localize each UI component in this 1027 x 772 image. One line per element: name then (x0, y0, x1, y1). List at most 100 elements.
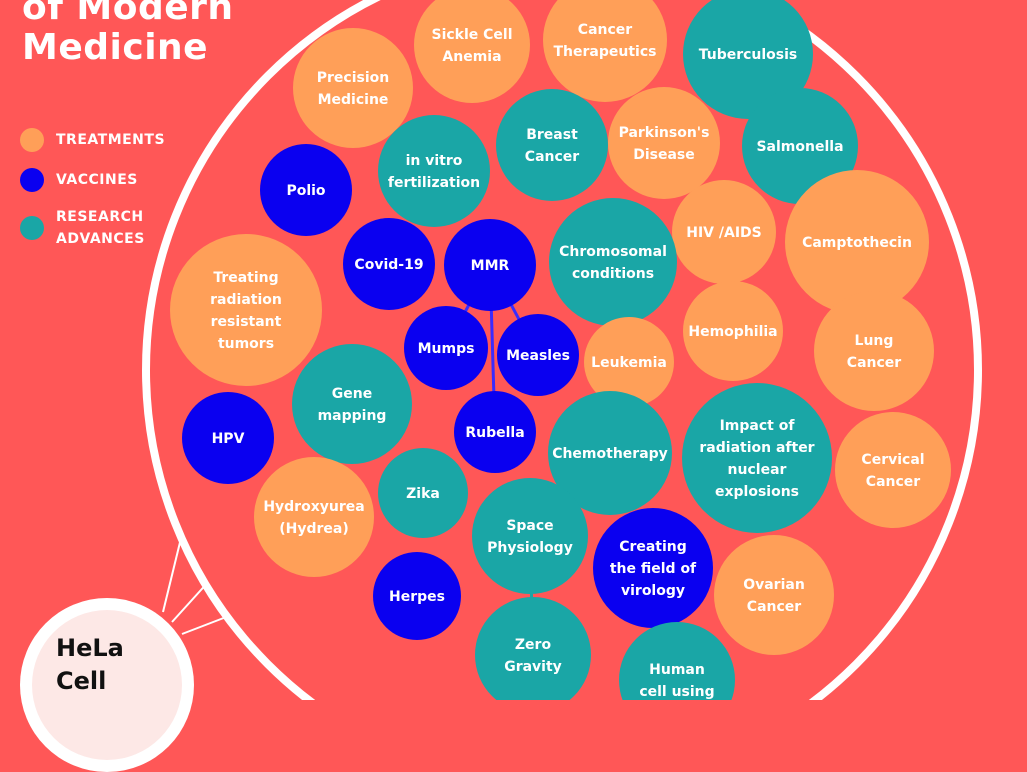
bubble-label-precision-medicine: Precision Medicine (317, 70, 389, 108)
bubble-circle-breast-cancer (496, 89, 608, 201)
bubble-circle-hemophilia (683, 281, 783, 381)
bubble-group: Sickle Cell Anemia Cancer Therapeutics Tuber… (170, 0, 951, 700)
bubble-camptothecin: Camptothecin (785, 170, 929, 314)
bubble-label-rubella: Rubella (465, 425, 524, 441)
bubble-circle-rubella (454, 391, 536, 473)
bubble-label-in-vitro-fertilization: in vitro fertilization (388, 153, 480, 191)
bubble-circle-mumps (404, 306, 488, 390)
bubble-measles: Measles (497, 314, 579, 396)
bubble-label-camptothecin: Camptothecin (802, 235, 912, 251)
bubble-circle-herpes (373, 552, 461, 640)
bubble-label-human-cell-using: Human cell using (639, 662, 714, 700)
bubble-zero-gravity: Zero Gravity (475, 597, 591, 700)
research-dot-icon (20, 216, 44, 240)
bubble-label-herpes: Herpes (389, 589, 445, 605)
bubble-zika: Zika (378, 448, 468, 538)
bubble-label-lung-cancer: Lung Cancer (847, 333, 901, 371)
bubble-circle-parkinson-s-disease (608, 87, 720, 199)
bubble-circle-mmr (444, 219, 536, 311)
bubble-circle-space-physiology (472, 478, 588, 594)
bubble-circle-camptothecin (785, 170, 929, 314)
bubble-precision-medicine: Precision Medicine (293, 28, 413, 148)
diagram-title: of Modern Medicine (22, 0, 234, 68)
bubble-label-creating-the-field-of-virology: Creating the field of virology (610, 539, 697, 599)
bubble-label-space-physiology: Space Physiology (487, 518, 573, 556)
bubble-chemotherapy: Chemotherapy (548, 391, 672, 515)
bubble-circle-zika (378, 448, 468, 538)
bubble-lung-cancer: Lung Cancer (814, 291, 934, 411)
bubble-label-chemotherapy: Chemotherapy (552, 446, 668, 462)
bubble-circle-measles (497, 314, 579, 396)
legend-item-research: RESEARCH ADVANCES (20, 206, 145, 250)
bubble-label-treating-radiation-resistant-tumors: Treating radiation resistant tumors (210, 270, 282, 352)
bubble-circle-human-cell-using (619, 622, 735, 700)
bubble-sickle-cell-anemia: Sickle Cell Anemia (414, 0, 530, 103)
bubble-circle-polio (260, 144, 352, 236)
bubble-circle-ovarian-cancer (714, 535, 834, 655)
bubble-cervical-cancer: Cervical Cancer (835, 412, 951, 528)
hela-cell-label: HeLa Cell (56, 634, 124, 695)
bubble-herpes: Herpes (373, 552, 461, 640)
bubble-label-covid-19: Covid-19 (354, 257, 423, 273)
bubble-leukemia: Leukemia (584, 317, 674, 407)
bubble-label-ovarian-cancer: Ovarian Cancer (743, 577, 805, 615)
bubble-circle-gene-mapping (292, 344, 412, 464)
bubble-mmr: MMR (444, 219, 536, 311)
bubble-hydroxyurea-hydrea: Hydroxyurea (Hydrea) (254, 457, 374, 577)
bubble-hemophilia: Hemophilia (683, 281, 783, 381)
bubble-label-tuberculosis: Tuberculosis (699, 47, 798, 63)
legend-label-treatments: TREATMENTS (56, 132, 166, 148)
bubble-circle-tuberculosis (683, 0, 813, 119)
bubble-salmonella: Salmonella (742, 88, 858, 204)
bubble-label-polio: Polio (286, 183, 325, 199)
bubble-circle-leukemia (584, 317, 674, 407)
bubble-circle-hiv-aids (672, 180, 776, 284)
bubble-covid-19: Covid-19 (343, 218, 435, 310)
bubble-label-parkinson-s-disease: Parkinson's Disease (619, 125, 710, 163)
bubble-circle-precision-medicine (293, 28, 413, 148)
bubble-gene-mapping: Gene mapping (292, 344, 412, 464)
bubble-diagram: Sickle Cell Anemia Cancer Therapeutics Tuber… (142, 0, 982, 700)
bubble-cancer-therapeutics: Cancer Therapeutics (543, 0, 667, 102)
title-line-2: Medicine (22, 27, 209, 68)
bubble-circle-salmonella (742, 88, 858, 204)
bubble-circle-treating-radiation-resistant-tumors (170, 234, 322, 386)
bubble-parkinson-s-disease: Parkinson's Disease (608, 87, 720, 199)
bubble-label-cancer-therapeutics: Cancer Therapeutics (554, 22, 657, 60)
bubble-tuberculosis: Tuberculosis (683, 0, 813, 119)
legend-label-vaccines: VACCINES (56, 172, 138, 188)
bubble-impact-of-radiation-after-nuclear-explosions: Impact of radiation after nuclear explosion… (682, 383, 832, 533)
bubble-chromosomal-conditions: Chromosomal conditions (549, 198, 677, 326)
bubble-label-zero-gravity: Zero Gravity (504, 637, 562, 675)
bubble-label-gene-mapping: Gene mapping (318, 386, 387, 424)
bubble-label-impact-of-radiation-after-nuclear-explosions: Impact of radiation after nuclear explosion… (699, 418, 814, 500)
bubble-circle-impact-of-radiation-after-nuclear-explosions (682, 383, 832, 533)
bubble-label-measles: Measles (506, 348, 570, 364)
bubble-circle-lung-cancer (814, 291, 934, 411)
bubble-circle-cervical-cancer (835, 412, 951, 528)
title-line-1: of Modern (22, 0, 234, 28)
bubble-circle-covid-19 (343, 218, 435, 310)
bubble-creating-the-field-of-virology: Creating the field of virology (593, 508, 713, 628)
bubble-label-zika: Zika (406, 486, 440, 502)
treatment-dot-icon (20, 128, 44, 152)
legend-item-treatments: TREATMENTS (20, 128, 165, 152)
bubble-treating-radiation-resistant-tumors: Treating radiation resistant tumors (170, 234, 322, 386)
bubble-circle-hpv (182, 392, 274, 484)
bubble-label-leukemia: Leukemia (591, 355, 667, 371)
bubble-label-hydroxyurea-hydrea: Hydroxyurea (Hydrea) (263, 499, 364, 537)
bubble-circle-creating-the-field-of-virology (593, 508, 713, 628)
bubble-circle-zero-gravity (475, 597, 591, 700)
bubble-circle-sickle-cell-anemia (414, 0, 530, 103)
bubble-label-breast-cancer: Breast Cancer (525, 127, 579, 165)
bubble-label-cervical-cancer: Cervical Cancer (861, 452, 924, 490)
bubble-label-salmonella: Salmonella (756, 139, 843, 155)
bubble-label-chromosomal-conditions: Chromosomal conditions (559, 244, 667, 282)
bubble-hpv: HPV (182, 392, 274, 484)
bubble-label-sickle-cell-anemia: Sickle Cell Anemia (431, 27, 512, 65)
bubble-circle-in-vitro-fertilization (378, 115, 490, 227)
bubble-breast-cancer: Breast Cancer (496, 89, 608, 201)
legend-item-vaccines: VACCINES (20, 168, 138, 192)
bubble-label-mmr: MMR (471, 258, 510, 274)
legend-label-research: RESEARCH ADVANCES (56, 209, 145, 247)
